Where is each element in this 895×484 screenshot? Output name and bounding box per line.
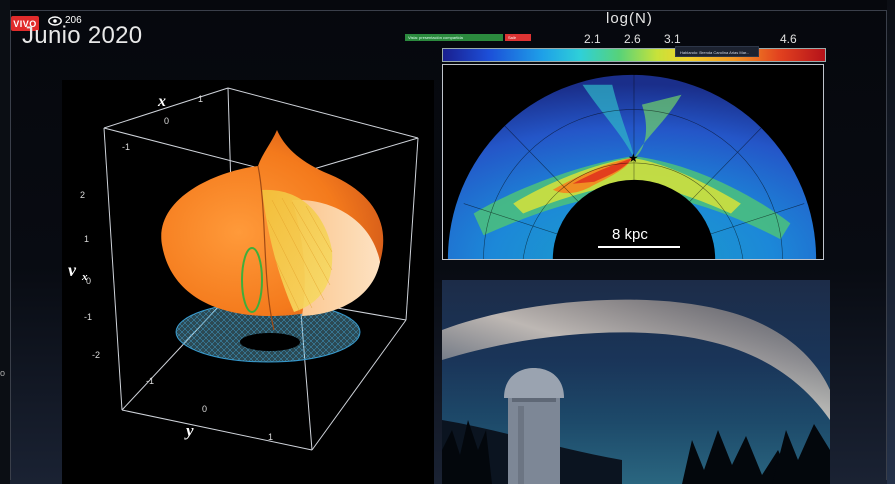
scale-bar xyxy=(598,246,680,248)
left-edge xyxy=(0,0,10,484)
leave-button[interactable]: Salir xyxy=(505,34,531,41)
colorbar-title: log(N) xyxy=(606,10,653,27)
colorbar-tick: 3.1 xyxy=(664,32,681,46)
vx-tick: 0 xyxy=(86,276,91,286)
vx-tick: -1 xyxy=(84,312,92,322)
y-tick: -1 xyxy=(146,376,154,386)
observatory-photo xyxy=(442,280,830,484)
y-tick: 0 xyxy=(202,404,207,414)
axis-vx-subscript: x xyxy=(81,271,88,283)
x-tick: 0 xyxy=(164,116,169,126)
galactic-density-heatmap: ★ xyxy=(442,64,824,260)
vx-tick: 2 xyxy=(80,190,85,200)
stream-controls: Vista: presentación compartida Salir xyxy=(405,34,531,41)
y-tick: 1 xyxy=(268,432,273,442)
colorbar-tick: 2.1 xyxy=(584,32,601,46)
plot-3d-phase-space: x 1 0 -1 2 1 0 -1 -2 v x -1 0 1 y xyxy=(62,80,434,484)
colorbar-tick: 4.6 xyxy=(780,32,797,46)
sun-marker-icon: ★ xyxy=(628,151,639,165)
viewer-count: 206 xyxy=(48,15,82,26)
slide-border xyxy=(10,10,887,480)
box-frame-icon: x 1 0 -1 2 1 0 -1 -2 v x -1 0 1 y xyxy=(68,87,419,451)
eye-icon xyxy=(48,15,62,26)
side-glyph: o xyxy=(0,368,6,378)
x-tick: -1 xyxy=(122,142,130,152)
scale-label: 8 kpc xyxy=(612,226,648,243)
viewer-count-value: 206 xyxy=(65,15,82,26)
colorbar xyxy=(442,48,826,62)
speaker-tag: Hablando: Brenda Carolina Arias Mar... xyxy=(675,46,759,57)
axis-x-label: x xyxy=(157,93,166,110)
vx-tick: 1 xyxy=(84,234,89,244)
axis-vx-label: v xyxy=(68,260,77,280)
slide-title: Junio 2020 xyxy=(22,22,143,49)
axis-y-label: y xyxy=(184,421,194,440)
colorbar-tick: 2.6 xyxy=(624,32,641,46)
x-tick: 1 xyxy=(198,94,203,104)
right-edge xyxy=(887,0,895,484)
view-mode-button[interactable]: Vista: presentación compartida xyxy=(405,34,503,41)
vx-tick: -2 xyxy=(92,350,100,360)
live-badge: VIVO xyxy=(11,16,39,31)
